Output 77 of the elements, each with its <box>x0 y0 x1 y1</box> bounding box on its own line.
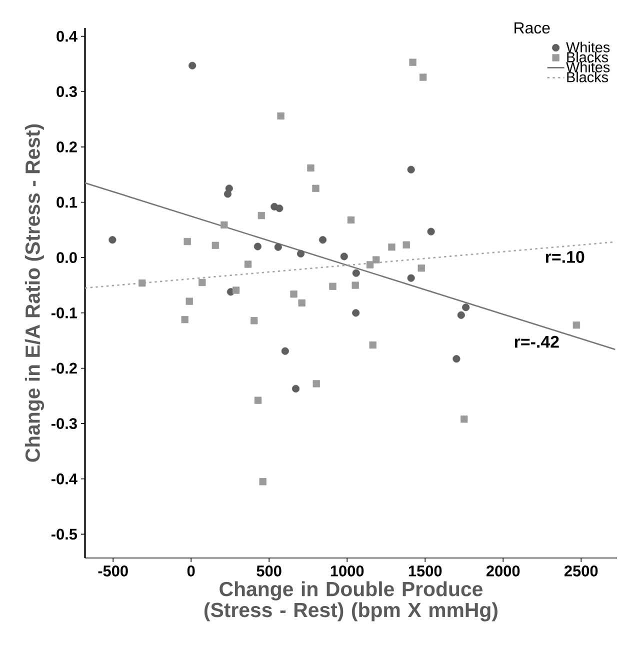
legend-label: Blacks <box>567 52 608 62</box>
point <box>188 62 196 70</box>
point <box>220 221 228 229</box>
y-tick-label: -0.2 <box>51 362 77 374</box>
point <box>250 317 258 324</box>
point <box>402 241 410 248</box>
point <box>318 236 327 244</box>
legend-label: Whites <box>566 62 610 72</box>
point <box>307 164 314 172</box>
y-tick-label: 0.2 <box>56 141 77 152</box>
y-axis-title: Change in E/A Ratio (Stress - Rest) <box>24 124 44 462</box>
y-tick-label: -0.1 <box>51 307 78 318</box>
x-axis-title: Change in Double Produce (Stress - Rest) (bpm X mmHg) <box>204 581 498 622</box>
point <box>276 204 284 212</box>
point <box>409 58 416 66</box>
x-tick-label: 0 <box>187 566 195 576</box>
point <box>258 212 266 220</box>
point <box>452 355 460 363</box>
point <box>388 243 396 251</box>
legend-title: Race <box>514 22 550 34</box>
x-tick-label: 2000 <box>486 566 520 576</box>
point <box>312 380 320 388</box>
point <box>254 396 262 404</box>
point <box>290 290 298 298</box>
point <box>232 286 240 294</box>
y-tick-label: -0.4 <box>51 473 78 484</box>
annotation: r=-.42 <box>514 336 559 348</box>
point <box>186 298 193 305</box>
point <box>184 238 191 246</box>
point <box>296 250 305 258</box>
x-tick-label: -500 <box>98 566 128 576</box>
point <box>281 347 289 355</box>
point <box>259 478 266 486</box>
point <box>298 299 306 307</box>
legend-label: Whites <box>566 42 610 52</box>
point <box>274 243 282 251</box>
point <box>181 316 188 324</box>
point <box>292 384 300 392</box>
point <box>277 112 284 120</box>
point <box>407 274 415 282</box>
point <box>212 242 220 249</box>
point <box>312 184 320 192</box>
point <box>329 282 336 290</box>
point <box>352 269 360 277</box>
y-tick-label: 0.1 <box>56 196 78 208</box>
point <box>460 416 468 423</box>
x-tick-label: 1000 <box>330 566 364 576</box>
point <box>572 321 580 329</box>
point <box>418 264 425 272</box>
point <box>138 279 146 287</box>
point <box>347 216 355 224</box>
point <box>108 236 116 244</box>
point <box>352 309 360 317</box>
point <box>224 190 232 198</box>
annotation: r=.10 <box>546 250 584 263</box>
y-tick-label: 0.3 <box>56 86 77 98</box>
point <box>407 166 415 174</box>
legend-label: Blacks <box>567 72 608 82</box>
point <box>457 311 465 319</box>
y-tick-label: 0.0 <box>56 252 77 264</box>
point <box>372 256 380 264</box>
point <box>352 282 359 289</box>
point <box>366 261 374 268</box>
point <box>420 74 427 81</box>
point <box>254 242 262 250</box>
x-tick-label: 2500 <box>564 566 598 576</box>
x-tick-label: 500 <box>256 566 282 576</box>
y-tick-label: -0.3 <box>51 418 77 430</box>
point <box>427 228 435 236</box>
y-tick-label: -0.5 <box>51 528 78 540</box>
y-tick-label: 0.4 <box>56 30 78 42</box>
x-tick-label: 1500 <box>408 566 442 576</box>
point <box>244 260 252 268</box>
point <box>369 341 376 349</box>
point <box>198 278 206 286</box>
point <box>462 304 470 312</box>
point <box>340 252 348 260</box>
